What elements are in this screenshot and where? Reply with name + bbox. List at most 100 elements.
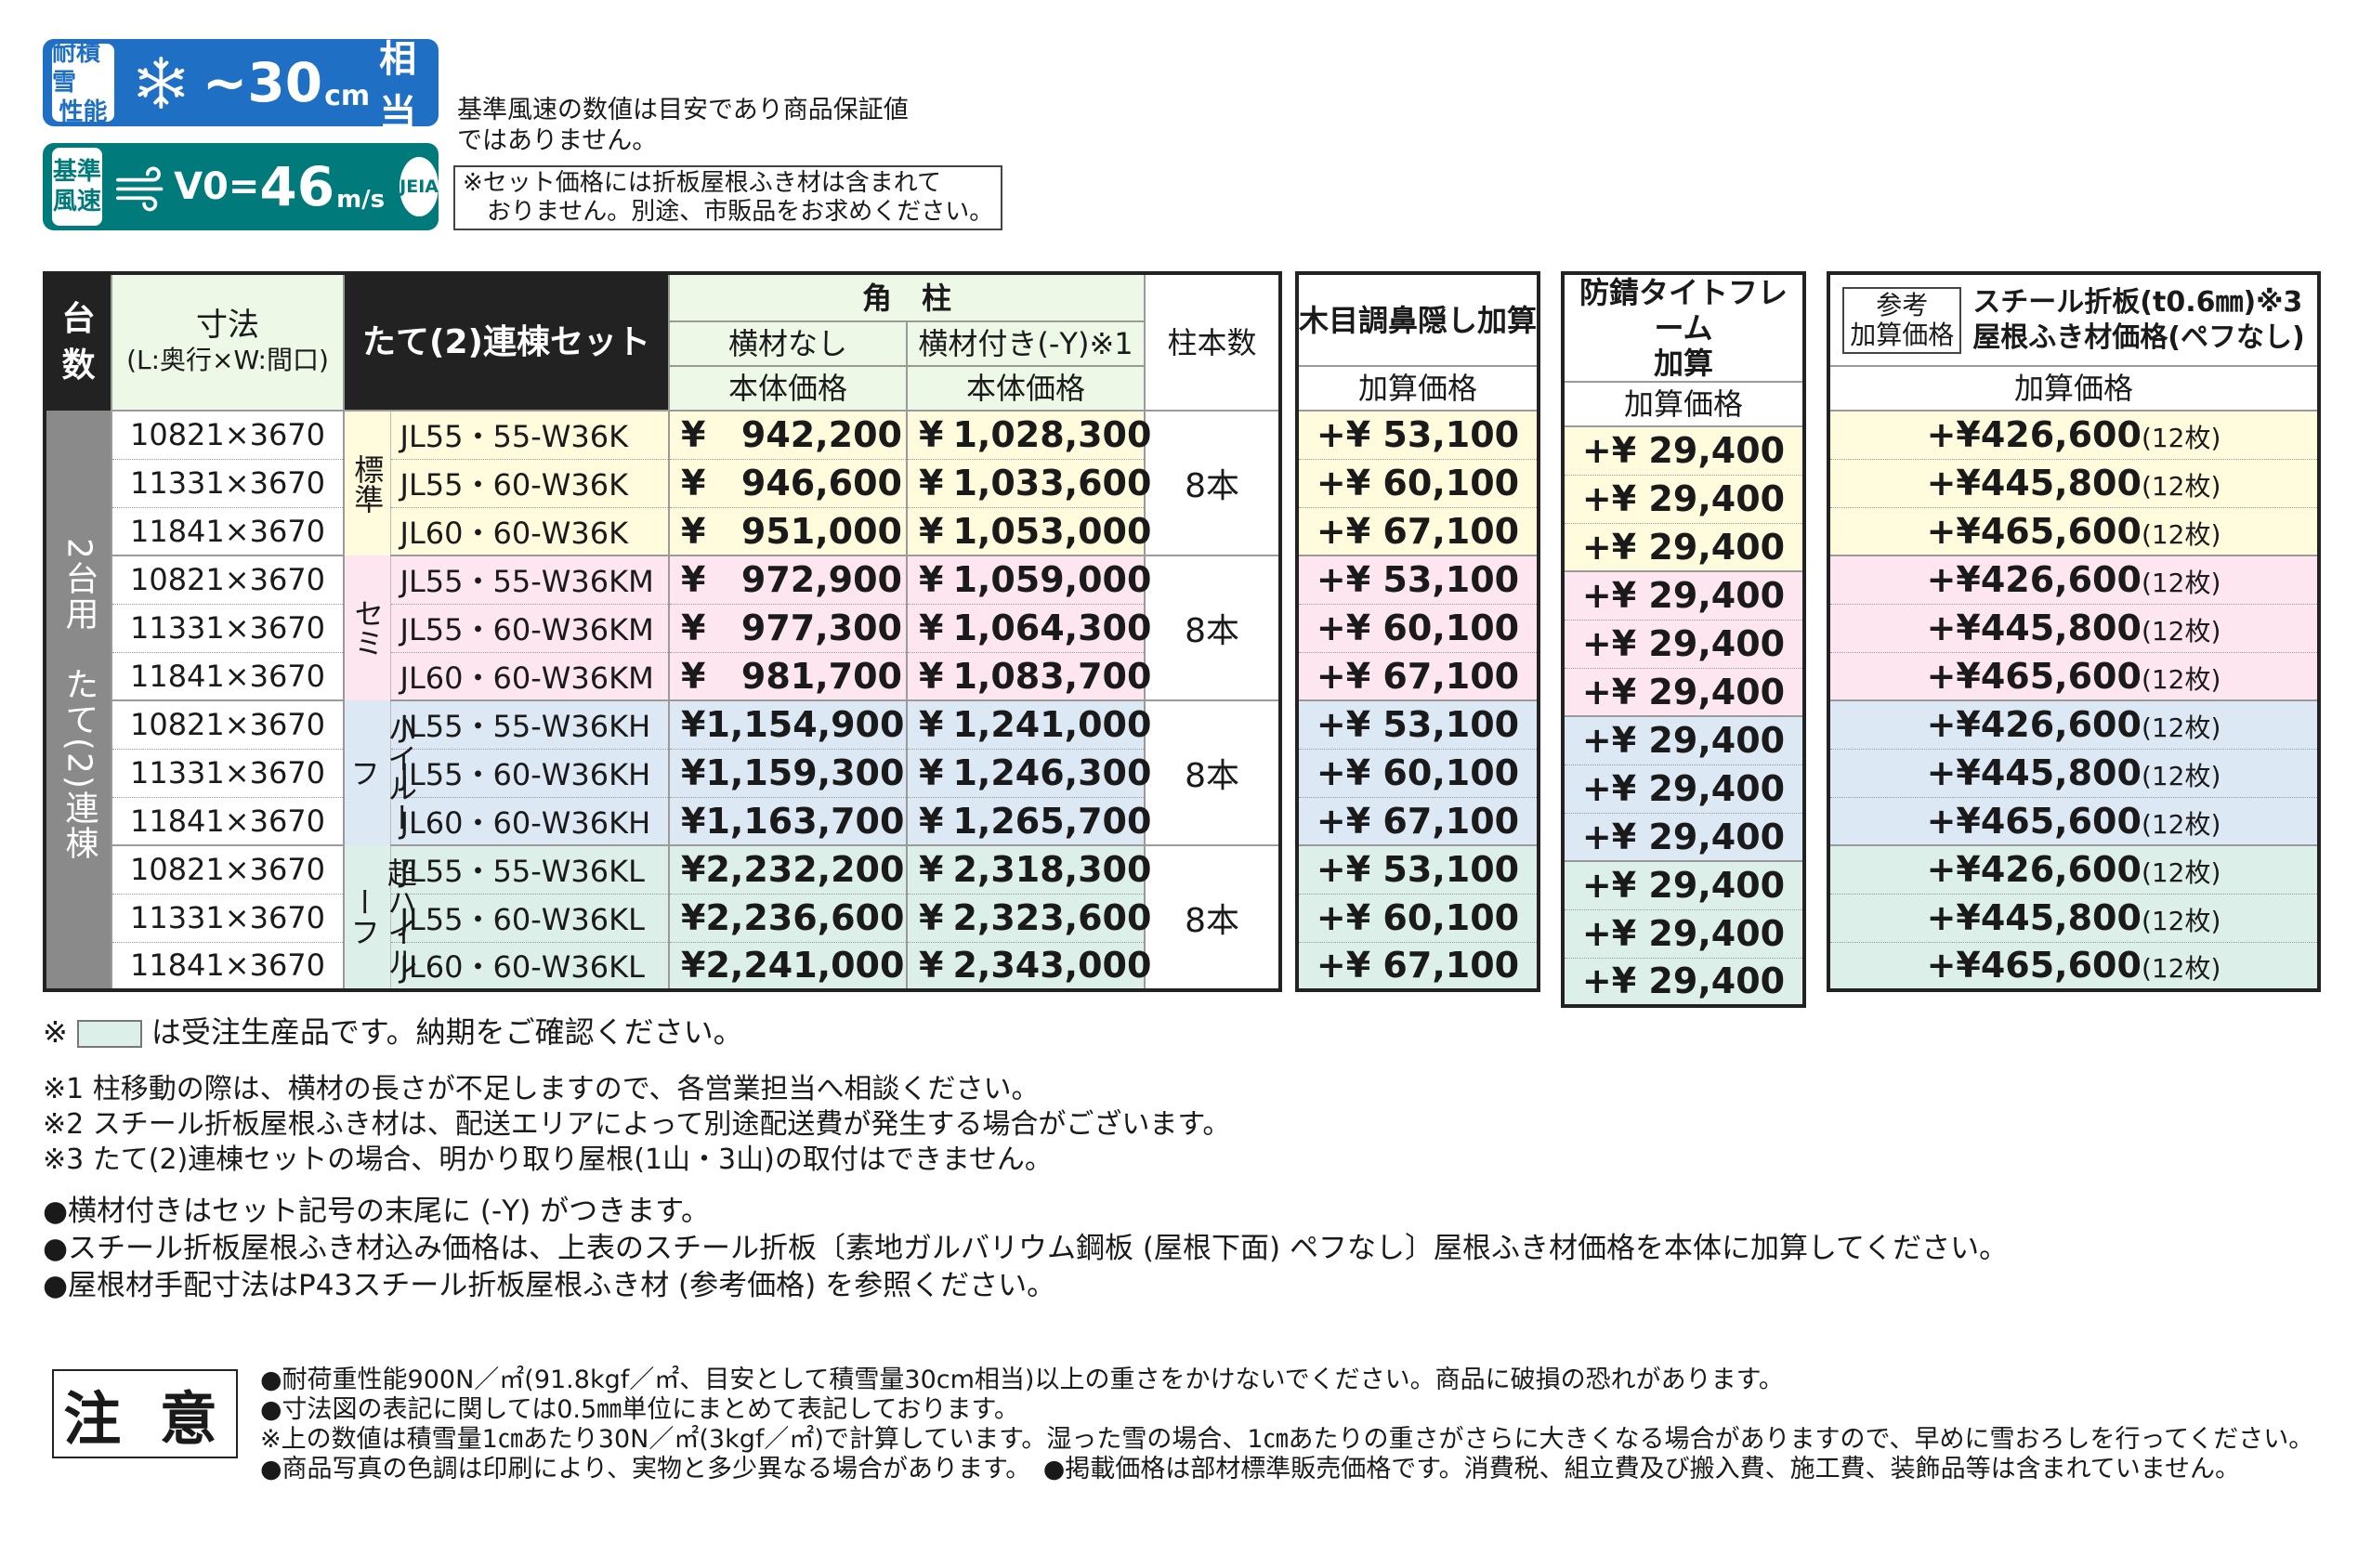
table-row: +¥465,600(12枚) bbox=[1828, 942, 2319, 991]
price-with-bar: ¥2,323,600 bbox=[905, 894, 1151, 943]
rust-frame-price: +¥ 29,400 bbox=[1563, 523, 1804, 572]
table-row: +¥426,600(12枚) bbox=[1828, 555, 2319, 605]
table-row: +¥ 29,400 bbox=[1563, 813, 1804, 862]
rust-frame-header: 防錆タイトフレーム 加算 bbox=[1562, 272, 1805, 383]
wind-icon bbox=[115, 166, 164, 212]
caution-line-3: ※上の数値は積雪量1㎝あたり30N／㎡(3kgf／㎡)で計算しています。湿った雪… bbox=[260, 1425, 2314, 1454]
wood-trim-table: 木目調鼻隠し加算 加算価格 +¥ 53,100 +¥ 60,100 +¥ 67,10… bbox=[1295, 271, 1540, 992]
post-count-cell: 8本 bbox=[1144, 700, 1281, 846]
price-with-bar: ¥2,318,300 bbox=[905, 845, 1151, 895]
snowflake-icon bbox=[138, 57, 185, 109]
caution-line-2: ●寸法図の表記に関しては0.5㎜単位にまとめて表記しております。 bbox=[260, 1395, 1019, 1424]
table-row: +¥ 67,100 bbox=[1297, 797, 1539, 846]
price-no-bar: ¥1,154,900 bbox=[668, 700, 907, 750]
price-no-bar: ¥946,600 bbox=[668, 459, 907, 508]
price-with-bar: ¥1,033,600 bbox=[905, 459, 1151, 508]
size-header: 寸法 (L:奥行×W:間口) bbox=[111, 272, 345, 412]
steel-roof-sub: 加算価格 bbox=[1827, 365, 2320, 412]
price-with-bar: ¥1,028,300 bbox=[905, 411, 1151, 460]
steel-roof-price: +¥426,600(12枚) bbox=[1828, 555, 2319, 605]
rust-frame-price: +¥ 29,400 bbox=[1563, 861, 1804, 910]
table-row: +¥465,600(12枚) bbox=[1828, 507, 2319, 556]
set-code-cell: JL55・55-W36K bbox=[389, 411, 669, 460]
set-code-cell: JL55・60-W36KM bbox=[389, 604, 669, 653]
steel-roof-header: 参考 加算価格 スチール折板(t0.6㎜)※3 屋根ふき材価格(ペフなし) bbox=[1827, 272, 2320, 367]
wood-trim-price: +¥ 67,100 bbox=[1297, 652, 1539, 701]
table-row: +¥ 53,100 bbox=[1297, 411, 1539, 460]
rust-frame-price: +¥ 29,400 bbox=[1563, 668, 1804, 717]
set-code-cell: JL55・55-W36KM bbox=[389, 555, 669, 605]
table-row: +¥ 29,400 bbox=[1563, 523, 1804, 572]
table-row: +¥ 53,100 bbox=[1297, 555, 1539, 605]
no-bar-header: 横材なし bbox=[668, 320, 908, 367]
post-count-cell: 8本 bbox=[1144, 555, 1281, 701]
table-row: +¥ 60,100 bbox=[1297, 894, 1539, 943]
rust-frame-price: +¥ 29,400 bbox=[1563, 764, 1804, 814]
price-no-bar: ¥972,900 bbox=[668, 555, 907, 605]
size-cell: 10821×3670 bbox=[111, 411, 345, 460]
price-with-bar: ¥1,241,000 bbox=[905, 700, 1151, 750]
price-no-bar: ¥2,241,000 bbox=[668, 942, 907, 991]
size-cell: 11331×3670 bbox=[111, 894, 345, 943]
steel-roof-price: +¥465,600(12枚) bbox=[1828, 797, 2319, 846]
roof-type-label: 超ハイルーフ bbox=[343, 845, 418, 990]
snow-load-value: ~30 bbox=[202, 51, 323, 114]
table-row: +¥426,600(12枚) bbox=[1828, 845, 2319, 895]
rust-frame-price: +¥ 29,400 bbox=[1563, 958, 1804, 1007]
table-row: +¥ 29,400 bbox=[1563, 716, 1804, 765]
wood-trim-price: +¥ 67,100 bbox=[1297, 942, 1539, 991]
wood-trim-price: +¥ 67,100 bbox=[1297, 797, 1539, 846]
size-cell: 10821×3670 bbox=[111, 555, 345, 605]
set-code-cell: JL60・60-W36K bbox=[389, 507, 669, 556]
steel-roof-price: +¥426,600(12枚) bbox=[1828, 845, 2319, 895]
set-code-cell: JL60・60-W36KH bbox=[389, 797, 669, 846]
table-row: 11841×3670 JL60・60-W36KH ¥1,163,700 ¥1,265,… bbox=[45, 797, 1280, 846]
size-cell: 11841×3670 bbox=[111, 797, 345, 846]
table-row: 10821×3670 超ハイルーフJL55・55-W36KL¥2,232,200… bbox=[45, 845, 1281, 991]
set-header: たて(2)連棟セット bbox=[343, 272, 670, 412]
price-with-bar: ¥2,343,000 bbox=[905, 942, 1151, 991]
rust-frame-price: +¥ 29,400 bbox=[1563, 909, 1804, 959]
wood-trim-price: +¥ 67,100 bbox=[1297, 507, 1539, 556]
table-row: 11841×3670 JL60・60-W36K ¥951,000 ¥1,053,000 bbox=[45, 507, 1280, 556]
caution-lines: ●耐荷重性能900N／㎡(91.8kgf／㎡、目安として積雪量30cm相当)以上… bbox=[260, 1365, 2351, 1484]
table-row: +¥ 29,400 bbox=[1563, 958, 1804, 1007]
price-no-bar: ¥2,232,200 bbox=[668, 845, 907, 895]
price-with-bar: ¥1,053,000 bbox=[905, 507, 1151, 556]
steel-roof-price: +¥445,800(12枚) bbox=[1828, 459, 2319, 508]
size-cell: 10821×3670 bbox=[111, 700, 345, 750]
table-row: +¥445,800(12枚) bbox=[1828, 459, 2319, 508]
table-row: +¥ 29,400 bbox=[1563, 909, 1804, 959]
body-price-header-2: 本体価格 bbox=[905, 365, 1146, 412]
steel-roof-price: +¥465,600(12枚) bbox=[1828, 652, 2319, 701]
price-no-bar: ¥981,700 bbox=[668, 652, 907, 701]
table-row: +¥ 60,100 bbox=[1297, 604, 1539, 653]
price-no-bar: ¥951,000 bbox=[668, 507, 907, 556]
price-with-bar: ¥1,059,000 bbox=[905, 555, 1151, 605]
units-header: 台 数 bbox=[45, 273, 111, 411]
made-to-order-legend: ※ は受注生産品です。納期をご確認ください。 bbox=[43, 1014, 743, 1050]
bullet-3: ●屋根材手配寸法はP43スチール折板屋根ふき材 (参考価格) を参照ください。 bbox=[43, 1269, 1056, 1302]
wood-trim-price: +¥ 60,100 bbox=[1297, 604, 1539, 653]
footnotes: ※1 柱移動の際は、横材の長さが不足しますので、各営業担当へ相談ください。 ※2… bbox=[43, 1072, 1230, 1178]
set-code-cell: JL60・60-W36KM bbox=[389, 652, 669, 701]
rust-frame-price: +¥ 29,400 bbox=[1563, 571, 1804, 621]
table-row: 11331×3670 JL55・60-W36KH ¥1,159,300 ¥1,246,… bbox=[45, 749, 1280, 798]
price-no-bar: ¥942,200 bbox=[668, 411, 907, 460]
caution-line-1: ●耐荷重性能900N／㎡(91.8kgf／㎡、目安として積雪量30cm相当)以上… bbox=[260, 1365, 1784, 1394]
size-cell: 11331×3670 bbox=[111, 604, 345, 653]
wood-trim-sub: 加算価格 bbox=[1296, 365, 1539, 412]
wood-trim-price: +¥ 53,100 bbox=[1297, 700, 1539, 750]
steel-roof-price: +¥445,800(12枚) bbox=[1828, 749, 2319, 798]
post-header: 角 柱 bbox=[667, 272, 1146, 322]
table-row: +¥ 29,400 bbox=[1563, 426, 1804, 476]
caution-title: 注 意 bbox=[52, 1369, 238, 1458]
body-price-header-1: 本体価格 bbox=[668, 365, 908, 412]
roof-type-label: ハイルーフ bbox=[343, 700, 418, 845]
table-row: +¥ 29,400 bbox=[1563, 861, 1804, 910]
size-cell: 10821×3670 bbox=[111, 845, 345, 895]
rust-frame-price: +¥ 29,400 bbox=[1563, 620, 1804, 669]
with-bar-header: 横材付き(-Y)※1 bbox=[905, 320, 1146, 367]
made-to-order-swatch bbox=[76, 1020, 142, 1048]
snow-load-suffix: 相当 bbox=[379, 38, 417, 135]
